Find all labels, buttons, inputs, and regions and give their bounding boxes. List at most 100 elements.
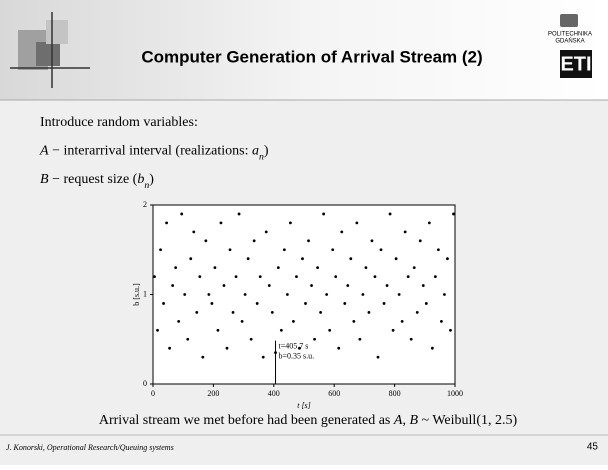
header-band xyxy=(0,0,608,100)
text-segment: A xyxy=(393,413,403,428)
text-segment: , xyxy=(402,413,409,428)
text-segment: B xyxy=(40,172,49,187)
x-tick-label: 800 xyxy=(389,389,401,398)
point xyxy=(279,328,283,332)
x-tick-label: 600 xyxy=(328,389,340,398)
slide-title: Computer Generation of Arrival Stream (2… xyxy=(141,47,482,66)
point xyxy=(285,293,289,296)
point xyxy=(298,346,301,350)
plot-area xyxy=(152,204,456,385)
point xyxy=(418,239,422,243)
point xyxy=(331,248,335,252)
point xyxy=(361,293,365,296)
text-segment: ~ Weibull(1, 2.5) xyxy=(418,413,517,428)
point xyxy=(449,328,452,332)
point xyxy=(301,257,304,261)
point xyxy=(289,221,292,225)
page-number: 45 xyxy=(587,442,599,453)
point xyxy=(282,248,286,252)
point xyxy=(210,302,214,305)
text-line: Arrival stream we met before had been ge… xyxy=(99,413,518,428)
point xyxy=(156,328,159,332)
point xyxy=(201,355,205,359)
point xyxy=(394,257,398,261)
point xyxy=(397,293,401,296)
point xyxy=(234,275,238,278)
point xyxy=(400,319,404,323)
point xyxy=(334,275,338,278)
point xyxy=(295,275,298,278)
text-segment: − interarrival interval (realizations: xyxy=(49,144,252,159)
point xyxy=(183,293,187,296)
point xyxy=(352,319,356,323)
point xyxy=(213,266,217,270)
point xyxy=(310,284,313,287)
body-text: Introduce random variables: A − interarri… xyxy=(39,115,269,191)
point xyxy=(307,239,310,243)
point xyxy=(267,284,271,287)
point xyxy=(243,293,247,296)
point xyxy=(304,302,307,305)
point xyxy=(452,212,455,216)
point xyxy=(436,248,440,252)
point xyxy=(252,239,256,243)
point xyxy=(276,266,280,270)
point xyxy=(337,346,341,350)
point xyxy=(316,266,319,270)
point xyxy=(246,257,250,261)
point xyxy=(198,275,202,278)
text-segment: Arrival stream we met before had been ge… xyxy=(99,413,394,428)
point xyxy=(261,355,265,359)
logo-text: GDAŃSKA xyxy=(555,38,584,45)
point xyxy=(412,266,416,270)
point xyxy=(231,311,235,314)
point xyxy=(343,302,347,305)
point xyxy=(171,284,175,287)
point xyxy=(440,319,443,323)
point xyxy=(433,275,437,278)
point xyxy=(376,355,380,359)
point xyxy=(349,257,353,261)
annotation-text: b=0.35 s.u. xyxy=(279,352,315,361)
x-axis-label: t [s] xyxy=(297,401,311,410)
point xyxy=(270,311,274,314)
point xyxy=(391,328,395,332)
point xyxy=(340,230,344,234)
point xyxy=(177,319,181,323)
point xyxy=(258,275,262,278)
logo-right: POLITECHNIKA GDAŃSKA ETI xyxy=(548,14,592,78)
point xyxy=(325,293,329,296)
point xyxy=(153,275,156,278)
y-axis-label: b [s.u.] xyxy=(132,283,141,306)
text-line: Introduce random variables: xyxy=(40,115,198,130)
point xyxy=(225,346,229,350)
point xyxy=(207,293,211,296)
text-segment: A xyxy=(39,144,49,159)
text-segment: b xyxy=(137,172,144,187)
point xyxy=(322,212,326,216)
point xyxy=(388,212,392,216)
point xyxy=(180,212,184,216)
point xyxy=(370,239,374,243)
y-tick-label: 1 xyxy=(143,289,147,298)
text-segment: n xyxy=(144,180,149,191)
point xyxy=(186,337,190,341)
point xyxy=(204,239,208,243)
point xyxy=(162,302,165,305)
logo-left xyxy=(10,12,90,88)
point xyxy=(237,212,241,216)
point xyxy=(421,284,425,287)
point xyxy=(249,337,253,341)
point xyxy=(346,284,350,287)
point xyxy=(165,221,168,225)
point xyxy=(222,284,226,287)
point xyxy=(292,319,295,323)
y-tick-label: 2 xyxy=(143,200,147,209)
text-line: B − request size (bn) xyxy=(40,172,154,191)
point xyxy=(355,221,359,225)
point xyxy=(446,257,449,261)
point xyxy=(264,230,268,234)
point xyxy=(174,266,178,270)
point xyxy=(406,275,410,278)
